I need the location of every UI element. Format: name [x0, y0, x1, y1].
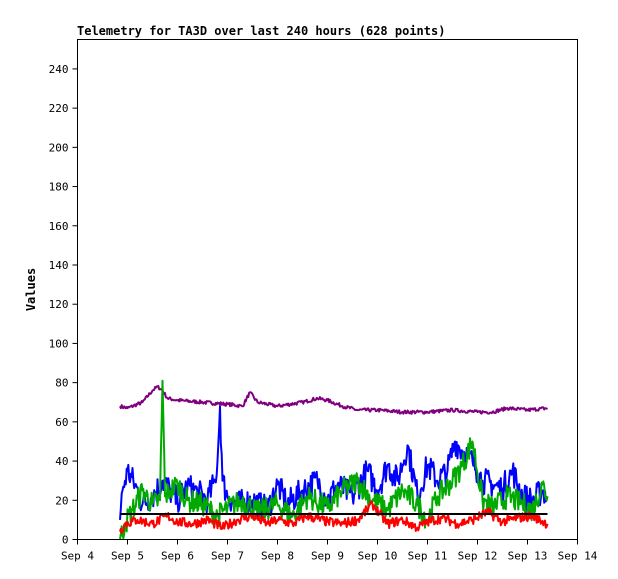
series-line-2 [119, 379, 549, 540]
y-tick-label: 240 [49, 63, 69, 76]
y-tick-label: 20 [55, 494, 68, 507]
x-tick-label: Sep 6 [161, 550, 194, 563]
y-tick-label: 120 [49, 298, 69, 311]
x-tick-label: Sep 5 [111, 550, 144, 563]
y-tick-label: 0 [62, 534, 69, 547]
series-line-1 [119, 405, 549, 521]
x-tick-label: Sep 14 [558, 550, 598, 563]
y-tick-label: 80 [55, 377, 68, 390]
y-tick-label: 180 [49, 181, 69, 194]
x-tick-label: Sep 12 [458, 550, 498, 563]
y-tick-label: 60 [55, 416, 68, 429]
x-tick-label: Sep 11 [408, 550, 448, 563]
y-axis-label: Values [24, 268, 38, 311]
plot-frame [77, 39, 578, 540]
series-layer [119, 379, 549, 540]
x-tick-label: Sep 4 [61, 550, 94, 563]
x-tick-label: Sep 10 [358, 550, 398, 563]
y-tick-label: 140 [49, 259, 69, 272]
x-tick-label: Sep 8 [261, 550, 294, 563]
axis-layer: 0 20 40 60 80 100 120 140 160 180 200 220 240 Sep 4 Se… [49, 63, 598, 563]
chart-title: Telemetry for TA3D over last 240 hours (… [77, 24, 445, 38]
x-tick-label: Sep 9 [311, 550, 344, 563]
y-tick-label: 100 [49, 337, 69, 350]
x-tick-label: Sep 13 [508, 550, 548, 563]
y-tick-label: 220 [49, 102, 69, 115]
y-tick-label: 200 [49, 141, 69, 154]
y-tick-label: 40 [55, 455, 68, 468]
x-tick-label: Sep 7 [211, 550, 244, 563]
series-line-0 [119, 384, 549, 415]
series-line-3 [119, 500, 549, 534]
y-tick-label: 160 [49, 220, 69, 233]
